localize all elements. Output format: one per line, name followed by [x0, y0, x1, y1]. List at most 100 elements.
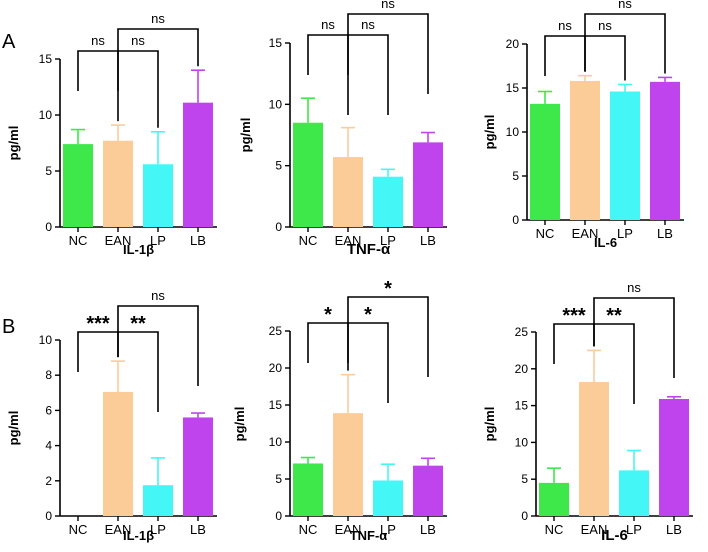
chart-6-xtick-label-lb: LB — [666, 522, 682, 537]
chart-5-xtick-label-lp: LP — [380, 522, 396, 537]
chart-2-bar-nc — [293, 122, 323, 227]
panel-label-a: A — [2, 31, 16, 53]
chart-5-ytick-label-1: 5 — [275, 472, 282, 486]
chart-1-ylabel: pg/ml — [6, 126, 21, 161]
chart-5-sig-bracket-0 — [307, 322, 349, 371]
chart-3-sig-bracket-0 — [544, 35, 586, 76]
chart-6-ytick-label-5: 25 — [515, 325, 529, 339]
chart-4-ylabel: pg/ml — [6, 411, 21, 446]
chart-2-ytick-label-2: 10 — [269, 97, 283, 111]
chart-6-ytick-label-4: 20 — [515, 362, 529, 376]
chart-4-bar-ean — [103, 391, 133, 516]
chart-6-ylabel: pg/ml — [482, 407, 497, 442]
chart-3-sig-label-2: ns — [618, 0, 632, 11]
chart-1-sig-bracket-0 — [77, 50, 119, 122]
chart-3-xtick-label-nc: NC — [536, 226, 555, 241]
chart-2-bar-lb — [413, 142, 443, 227]
chart-3-xtick-label-lp: LP — [617, 226, 633, 241]
chart-5-sig-bracket-1 — [347, 322, 389, 403]
chart-4-xtick-label-lp: LP — [150, 522, 166, 537]
chart-4-xtick-label-nc: NC — [69, 522, 88, 537]
chart-5-ytick-label-3: 15 — [269, 398, 283, 412]
chart-2-sig-bracket-0 — [307, 34, 349, 115]
chart-1-xtick-label-ean: EAN — [105, 233, 132, 248]
chart-3-sig-bracket-2 — [584, 13, 666, 74]
chart-5-bar-ean — [333, 413, 363, 516]
chart-4-bar-lb — [183, 417, 213, 516]
chart-2-sig-label-2: ns — [381, 0, 395, 11]
chart-6-bar-lp — [619, 470, 649, 516]
panel-label-b: B — [2, 316, 15, 338]
chart-4-ytick-label-3: 6 — [45, 403, 52, 417]
chart-1-ytick-label-3: 15 — [39, 52, 53, 66]
chart-5-title: TNF-α — [350, 528, 388, 543]
chart-5-ytick-label-0: 0 — [275, 509, 282, 523]
chart-3-bar-nc — [530, 103, 560, 220]
chart-4-bar-lp — [143, 485, 173, 516]
chart-2-ylabel: pg/ml — [238, 118, 253, 153]
chart-2-xtick-label-lp: LP — [380, 233, 396, 248]
chart-5-ylabel: pg/ml — [232, 407, 247, 442]
chart-2-sig-label-0: ns — [321, 17, 335, 32]
chart-1-ytick-label-1: 5 — [45, 164, 52, 178]
chart-6-xtick-label-nc: NC — [545, 522, 564, 537]
chart-3-xtick-label-lb: LB — [657, 226, 673, 241]
chart-2-xtick-label-nc: NC — [299, 233, 318, 248]
chart-6-title: IL-6 — [601, 527, 628, 544]
chart-4-title: IL-1β — [123, 528, 154, 543]
chart-6-bar-ean — [579, 382, 609, 516]
chart-2-ytick-label-0: 0 — [275, 220, 282, 234]
chart-5-sig-bracket-2 — [347, 296, 429, 377]
chart-2-sig-label-1: ns — [361, 17, 375, 32]
chart-3-ytick-label-1: 5 — [512, 169, 519, 183]
chart-4-ytick-label-4: 8 — [45, 368, 52, 382]
chart-2-xtick-label-lb: LB — [420, 233, 436, 248]
chart-6-sig-label-1: ** — [606, 305, 622, 327]
chart-1-xtick-label-nc: NC — [69, 233, 88, 248]
chart-1-xtick-label-lp: LP — [150, 233, 166, 248]
chart-5-ytick-label-5: 25 — [269, 324, 283, 338]
chart-2-title: TNF-α — [347, 241, 391, 258]
chart-5-bar-lp — [373, 480, 403, 516]
chart-2-ytick-label-3: 15 — [269, 36, 283, 50]
chart-4-sig-label-2: ns — [151, 288, 165, 303]
chart-6-bar-nc — [539, 482, 569, 516]
chart-5-sig-label-0: * — [324, 304, 332, 326]
chart-6-ytick-label-3: 15 — [515, 399, 529, 413]
chart-4-sig-bracket-0 — [77, 331, 119, 372]
chart-2-sig-bracket-2 — [347, 13, 429, 94]
chart-2-bar-ean — [333, 157, 363, 227]
chart-1-sig-label-0: ns — [91, 33, 105, 48]
chart-4-ytick-label-0: 0 — [45, 509, 52, 523]
chart-6-bar-lb — [659, 398, 689, 516]
chart-1-sig-bracket-2 — [117, 28, 199, 67]
chart-6-xtick-label-ean: EAN — [581, 522, 608, 537]
chart-3-bar-lb — [650, 81, 680, 220]
chart-1-ytick-label-2: 10 — [39, 108, 53, 122]
chart-4-ytick-label-5: 10 — [39, 333, 53, 347]
chart-3-ylabel: pg/ml — [482, 115, 497, 150]
chart-6-sig-label-2: ns — [627, 280, 641, 295]
chart-5-bar-lb — [413, 465, 443, 516]
chart-4-xtick-label-ean: EAN — [105, 522, 132, 537]
chart-3-bar-lp — [610, 91, 640, 221]
chart-4-sig-label-1: ** — [130, 313, 146, 335]
chart-5-xtick-label-nc: NC — [299, 522, 318, 537]
chart-1-title: IL-1β — [123, 242, 154, 257]
chart-1-sig-label-2: ns — [151, 11, 165, 26]
chart-3-sig-label-0: ns — [558, 18, 572, 33]
chart-3-xtick-label-ean: EAN — [572, 226, 599, 241]
chart-5-sig-label-2: * — [384, 278, 392, 300]
chart-1-sig-label-1: ns — [131, 33, 145, 48]
chart-1-bar-ean — [103, 140, 133, 227]
chart-1-bar-lp — [143, 164, 173, 227]
chart-5-xtick-label-ean: EAN — [335, 522, 362, 537]
chart-5-ytick-label-4: 20 — [269, 361, 283, 375]
chart-1-bar-lb — [183, 102, 213, 227]
chart-4-xtick-label-lb: LB — [190, 522, 206, 537]
chart-4-ytick-label-2: 4 — [45, 439, 52, 453]
chart-1-ytick-label-0: 0 — [45, 220, 52, 234]
chart-3-ytick-label-0: 0 — [512, 213, 519, 227]
